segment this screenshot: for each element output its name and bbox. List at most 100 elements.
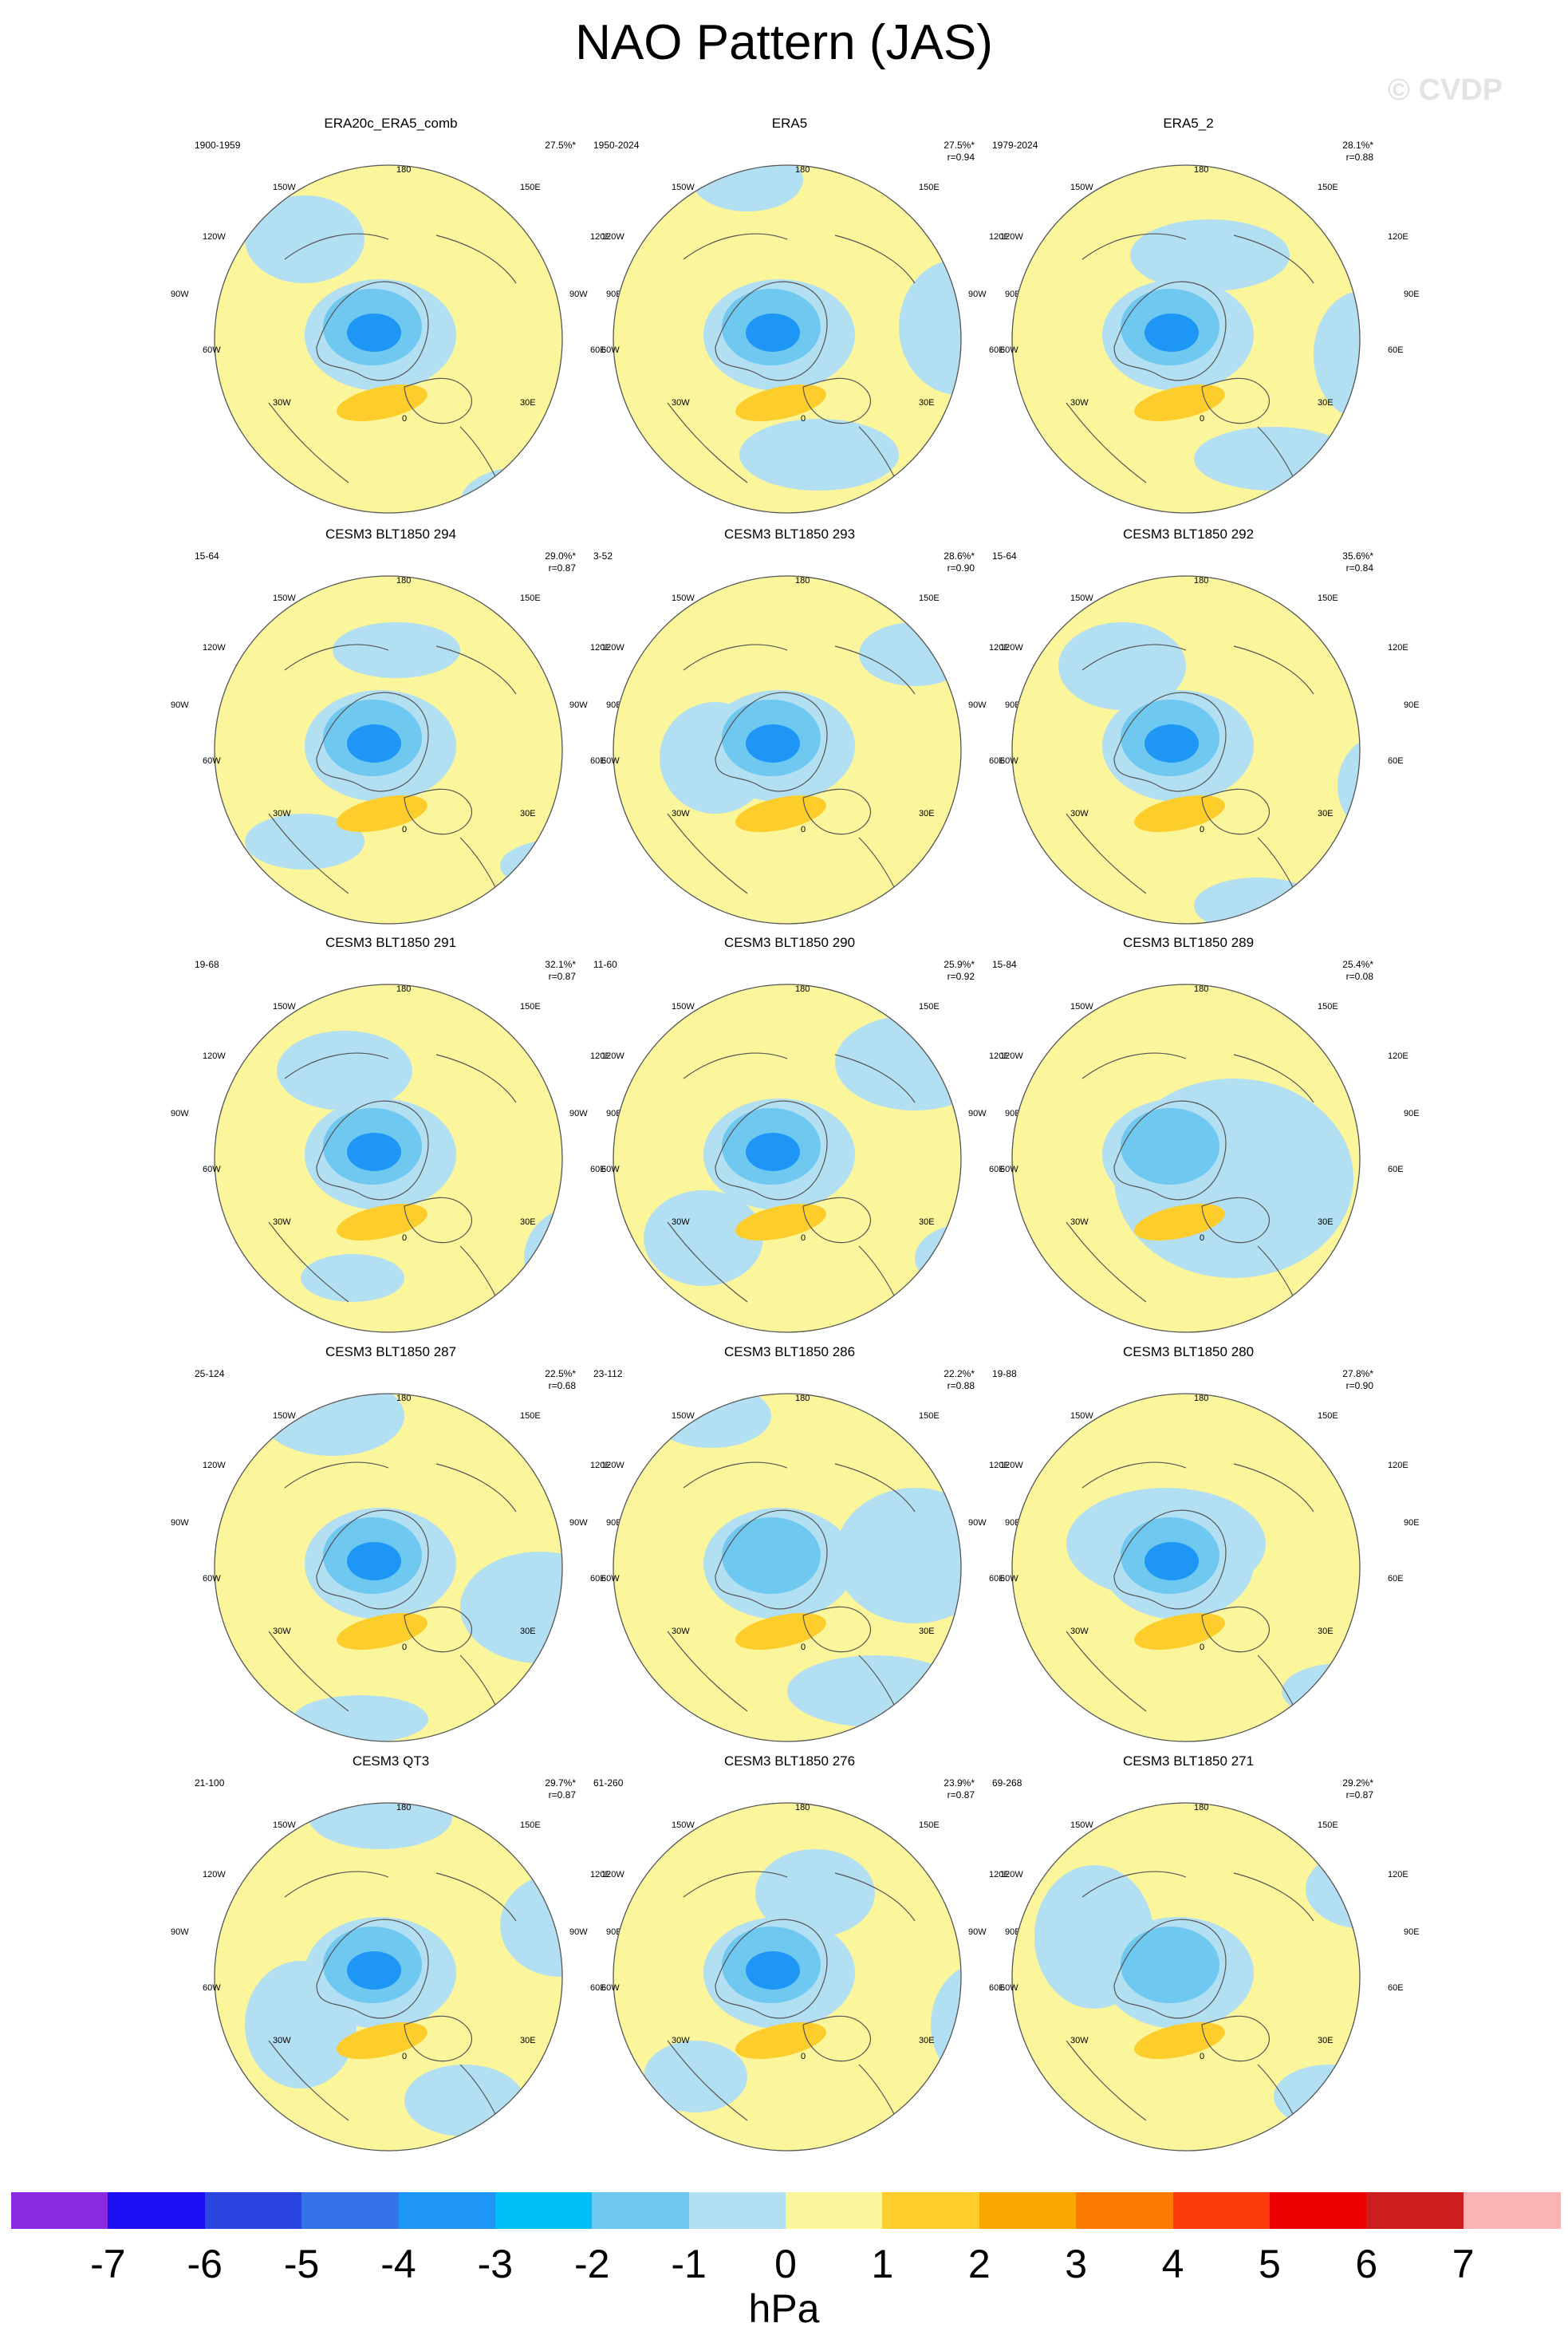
lon-label-bottom-right: 30E — [919, 398, 935, 408]
lon-label-upper-left: 120W — [601, 1870, 624, 1879]
lon-label-bottom: 0 — [1200, 2052, 1205, 2061]
lon-label-top: 180 — [795, 1803, 810, 1812]
lon-label-lower-left: 60W — [601, 1165, 620, 1174]
colorbar-swatch — [1076, 2192, 1173, 2229]
lon-label-upper-left: 120W — [1000, 1461, 1023, 1470]
lon-label-top-right: 150E — [520, 1820, 541, 1830]
lon-label-top: 180 — [1194, 165, 1209, 175]
lon-label-bottom: 0 — [1200, 1643, 1205, 1652]
panel-pattern-corr: r=0.90 — [1345, 1380, 1373, 1391]
lon-label-top-left: 150W — [672, 1411, 695, 1421]
lon-label-top-left: 150W — [1070, 1820, 1093, 1830]
lon-label-top: 180 — [396, 165, 412, 175]
lon-label-lower-right: 60E — [1388, 756, 1404, 766]
lon-label-top: 180 — [795, 165, 810, 175]
panel-years: 19-68 — [195, 959, 219, 970]
polar-map — [613, 575, 962, 925]
lon-label-lower-left: 60W — [1000, 345, 1018, 355]
lon-label-top-left: 150W — [1070, 1411, 1093, 1421]
lon-label-right: 90E — [1005, 700, 1021, 710]
lon-label-left: 90W — [569, 1518, 588, 1528]
lon-label-bottom: 0 — [402, 825, 408, 834]
lon-label-lower-right: 60E — [590, 1574, 606, 1584]
lon-label-lower-right: 60E — [590, 1983, 606, 1993]
lon-label-top-left: 150W — [672, 1002, 695, 1012]
lon-label-bottom: 0 — [801, 1643, 806, 1652]
lon-label-top: 180 — [795, 1394, 810, 1403]
polar-map — [613, 984, 962, 1333]
lon-label-top-left: 150W — [273, 183, 296, 192]
lon-label-top-left: 150W — [672, 594, 695, 603]
panel-pattern-corr: r=0.92 — [947, 971, 975, 982]
colorbar-tick-label: 4 — [1161, 2242, 1184, 2286]
lon-label-bottom-left: 30W — [273, 1217, 291, 1227]
map-panel: CESM3 BLT1850 293 3-52 28.6%* r=0.90 180 150W… — [569, 527, 1022, 925]
lon-label-right: 90E — [1005, 1109, 1021, 1118]
lon-label-bottom: 0 — [801, 825, 806, 834]
colorbar-swatch — [688, 2192, 786, 2229]
polar-map — [214, 1393, 563, 1742]
colorbar-tick-label: 5 — [1258, 2242, 1281, 2286]
colorbar-tick-label: 2 — [967, 2242, 991, 2286]
lon-label-left: 90W — [569, 290, 588, 299]
lon-label-top-left: 150W — [672, 1820, 695, 1830]
panel-variance-pct: 29.7%* — [545, 1777, 576, 1789]
lon-label-top-right: 150E — [520, 1411, 541, 1421]
lon-label-left: 90W — [968, 1109, 987, 1118]
lon-label-bottom-right: 30E — [919, 1627, 935, 1636]
lon-label-upper-left: 120W — [601, 643, 624, 653]
lon-label-upper-left: 120W — [1000, 643, 1023, 653]
lon-label-upper-right: 120E — [989, 1461, 1010, 1470]
colorbar-swatch — [1463, 2192, 1561, 2229]
figure-title: NAO Pattern (JAS) — [575, 15, 993, 70]
panel-variance-pct: 28.1%* — [1342, 140, 1373, 151]
lon-label-bottom-left: 30W — [1070, 1627, 1089, 1636]
lon-label-lower-left: 60W — [601, 756, 620, 766]
lon-label-upper-right: 120E — [1388, 232, 1408, 242]
colorbar-tick-label: 7 — [1452, 2242, 1475, 2286]
polar-map — [1011, 164, 1361, 514]
lon-label-top: 180 — [396, 984, 412, 994]
lon-label-right: 90E — [1404, 1518, 1420, 1528]
lon-label-bottom-right: 30E — [520, 2036, 536, 2045]
panel-variance-pct: 23.9%* — [944, 1777, 975, 1789]
lon-label-top: 180 — [396, 1803, 412, 1812]
panel-years: 15-84 — [992, 959, 1017, 970]
lon-label-right: 90E — [1404, 1109, 1420, 1118]
map-panel: CESM3 BLT1850 286 23-112 22.2%* r=0.88 180 15… — [569, 1344, 1022, 1743]
map-panel: CESM3 BLT1850 292 15-64 35.6%* r=0.84 180 150… — [968, 527, 1421, 925]
panel-variance-pct: 27.5%* — [545, 140, 576, 151]
lon-label-upper-right: 120E — [1388, 1461, 1408, 1470]
colorbar-swatch — [1366, 2192, 1464, 2229]
panel-years: 69-268 — [992, 1777, 1022, 1789]
lon-label-left: 90W — [569, 1927, 588, 1937]
lon-label-bottom-right: 30E — [1318, 809, 1334, 818]
panel-title: CESM3 BLT1850 287 — [325, 1344, 457, 1359]
lon-label-bottom-right: 30E — [520, 1217, 536, 1227]
colorbar-tick-label: -1 — [671, 2242, 707, 2286]
lon-label-upper-left: 120W — [1000, 232, 1023, 242]
colorbar-swatch — [11, 2192, 108, 2229]
lon-label-top-right: 150E — [1318, 594, 1338, 603]
lon-label-upper-right: 120E — [590, 643, 611, 653]
colorbar-tick-label: -7 — [90, 2242, 126, 2286]
map-panel: CESM3 BLT1850 276 61-260 23.9%* r=0.87 180 15… — [569, 1753, 1022, 2152]
panel-years: 1900-1959 — [195, 140, 241, 151]
panel-title: CESM3 BLT1850 286 — [723, 1344, 856, 1359]
map-panel: ERA5_2 1979-2024 28.1%* r=0.88 180 150W 150E 12… — [968, 116, 1421, 515]
lon-label-lower-left: 60W — [203, 1574, 221, 1584]
lon-label-bottom-left: 30W — [672, 2036, 690, 2045]
lon-label-lower-right: 60E — [590, 756, 606, 766]
lon-label-right: 90E — [606, 1518, 622, 1528]
lon-label-upper-left: 120W — [1000, 1051, 1023, 1061]
lon-label-lower-right: 60E — [989, 1574, 1005, 1584]
lon-label-right: 90E — [606, 1109, 622, 1118]
panel-title: CESM3 BLT1850 290 — [723, 935, 856, 950]
lon-label-lower-left: 60W — [601, 1983, 620, 1993]
lon-label-upper-left: 120W — [601, 232, 624, 242]
lon-label-bottom-left: 30W — [672, 809, 690, 818]
polar-map — [1011, 1802, 1361, 2152]
panel-variance-pct: 29.0%* — [545, 550, 576, 562]
lon-label-left: 90W — [171, 1518, 189, 1528]
polar-map — [613, 164, 962, 514]
